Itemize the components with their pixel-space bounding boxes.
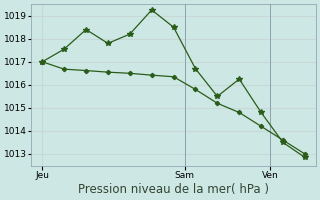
X-axis label: Pression niveau de la mer( hPa ): Pression niveau de la mer( hPa ) xyxy=(78,183,269,196)
